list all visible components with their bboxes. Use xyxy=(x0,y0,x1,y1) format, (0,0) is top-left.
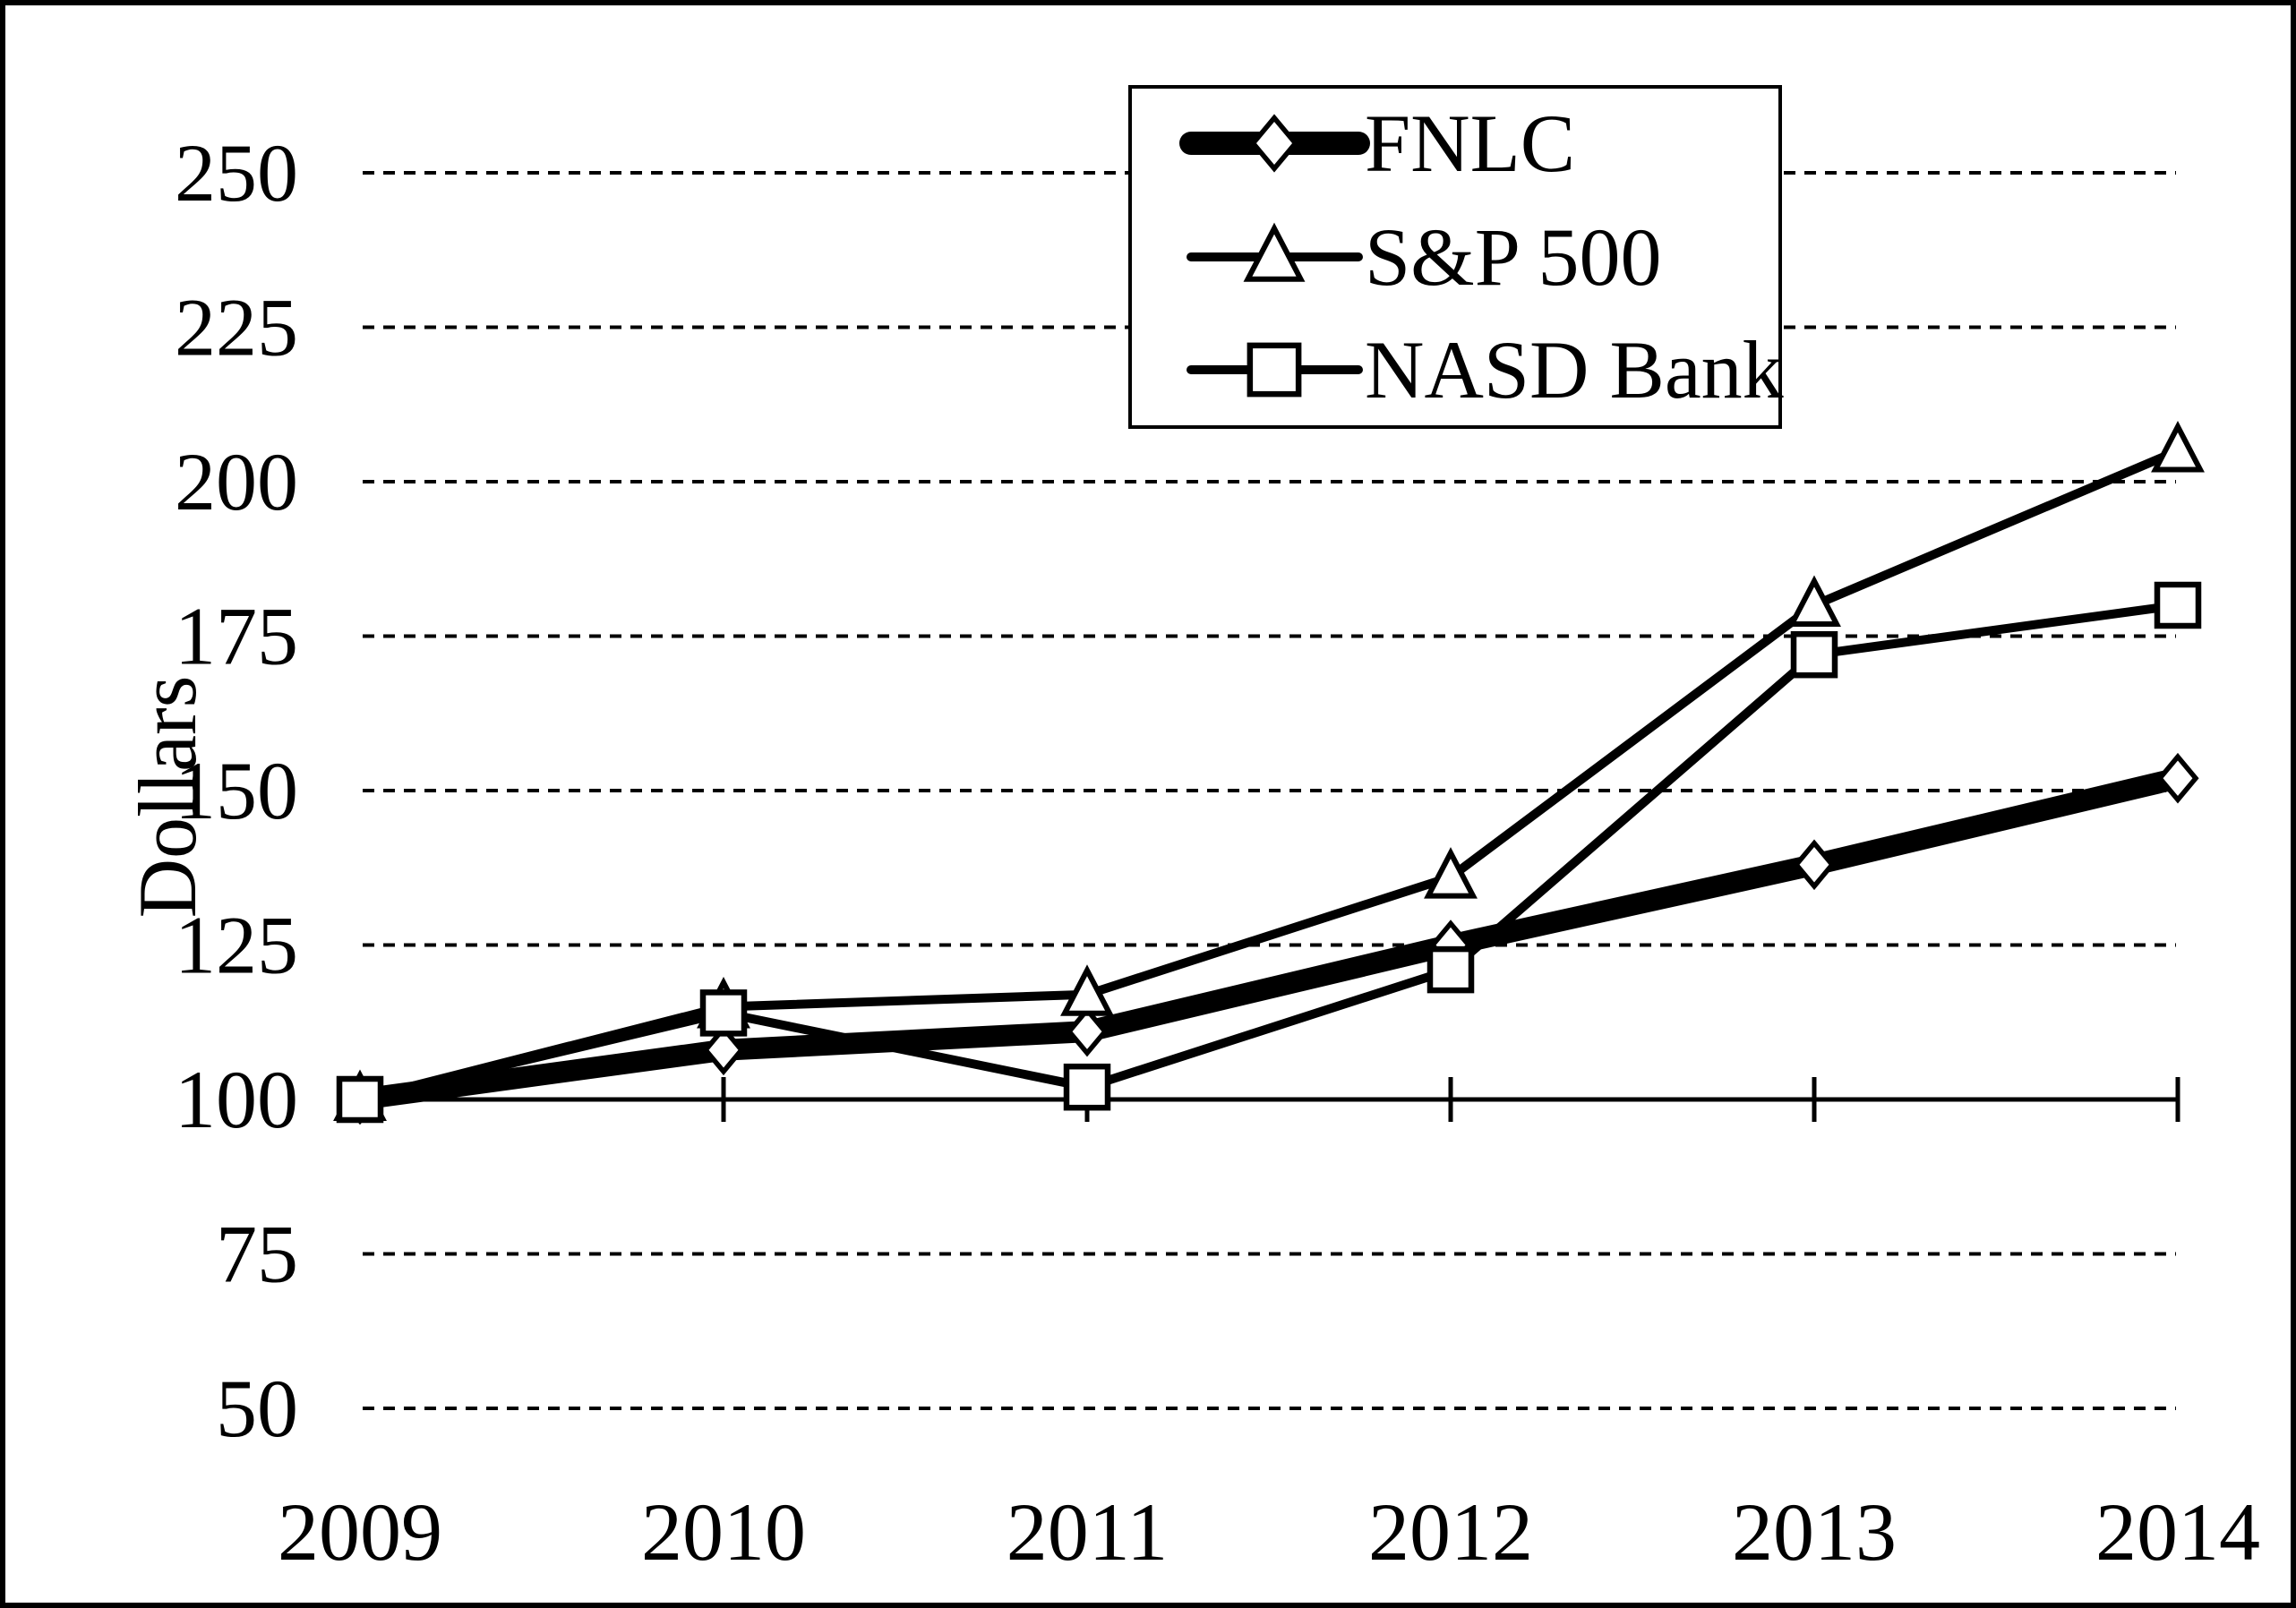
y-tick-label-75: 75 xyxy=(216,1209,298,1300)
series-s-p-500 xyxy=(333,421,2205,1121)
x-tick-labels: 2009 2010 2011 2012 2013 2014 xyxy=(278,1486,2260,1578)
legend-item-nasd-bank: NASD Bank xyxy=(1187,324,1784,415)
y-tick-label-50: 50 xyxy=(216,1363,298,1454)
y-tick-label-200: 200 xyxy=(175,436,298,527)
marker-square xyxy=(1063,1063,1111,1111)
series-line-fnlc xyxy=(349,767,2189,1110)
marker-triangle xyxy=(1787,575,1841,627)
marker-square xyxy=(1426,945,1475,994)
marker-triangle xyxy=(1060,964,1114,1016)
marker-triangle xyxy=(1424,847,1478,899)
marker-diamond xyxy=(1793,839,1836,891)
x-tick-label-2010: 2010 xyxy=(641,1486,806,1578)
legend: FNLC S&P 500 NASD Bank xyxy=(1128,85,1784,429)
y-tick-label-150: 150 xyxy=(175,745,298,836)
marker-diamond xyxy=(1249,114,1299,173)
marker-diamond xyxy=(1066,1005,1109,1057)
y-tick-labels: 250 225 200 175 150 125 100 75 50 xyxy=(175,127,298,1454)
y-tick-label-225: 225 xyxy=(175,282,298,373)
legend-label-s-p-500: S&P 500 xyxy=(1365,211,1661,303)
x-tick-label-2014: 2014 xyxy=(2095,1486,2260,1578)
marker-square xyxy=(1247,342,1302,398)
marker-triangle xyxy=(2151,421,2205,473)
series-fnlc xyxy=(338,752,2199,1125)
x-tick-label-2012: 2012 xyxy=(1368,1486,1533,1578)
marker-square xyxy=(336,1075,384,1124)
legend-item-s-p-500: S&P 500 xyxy=(1187,211,1661,303)
series-line-s-p-500 xyxy=(356,446,2182,1104)
marker-diamond xyxy=(2156,752,2199,804)
y-axis-title: Dollars xyxy=(122,676,213,919)
x-tick-label-2009: 2009 xyxy=(278,1486,442,1578)
x-tick-label-2011: 2011 xyxy=(1007,1486,1169,1578)
marker-diamond xyxy=(702,1024,745,1076)
y-tick-label-175: 175 xyxy=(175,591,298,682)
legend-item-fnlc: FNLC xyxy=(1179,98,1575,189)
y-tick-label-100: 100 xyxy=(175,1054,298,1145)
series-line-nasd-bank xyxy=(356,601,2182,1104)
x-tick-label-2013: 2013 xyxy=(1732,1486,1897,1578)
marker-square xyxy=(1790,630,1838,679)
marker-square xyxy=(699,989,748,1037)
y-tick-label-250: 250 xyxy=(175,127,298,218)
series-nasd-bank xyxy=(336,581,2202,1124)
legend-label-nasd-bank: NASD Bank xyxy=(1365,324,1784,415)
y-tick-label-125: 125 xyxy=(175,900,298,991)
x-axis xyxy=(357,1077,2180,1122)
marker-triangle xyxy=(1243,222,1306,282)
marker-square xyxy=(2154,581,2202,629)
legend-label-fnlc: FNLC xyxy=(1365,98,1575,189)
